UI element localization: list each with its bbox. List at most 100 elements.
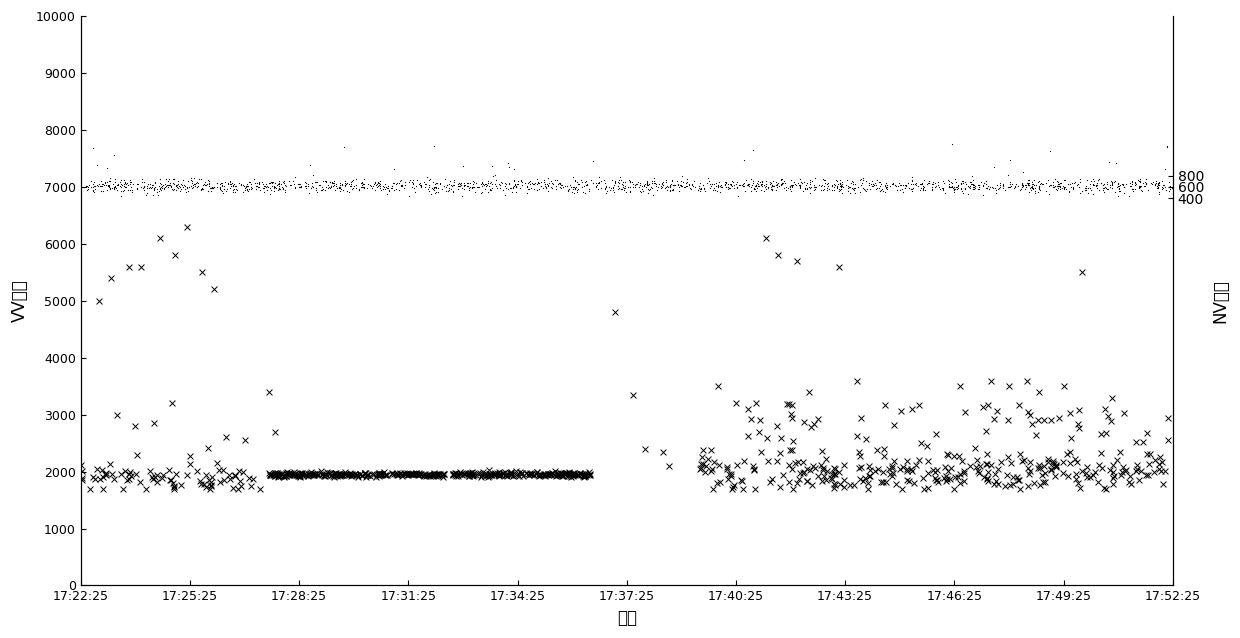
Point [968, 179, 988, 189]
Point [663, 180, 683, 190]
Point [662, 184, 682, 195]
Point [1153, 182, 1173, 193]
Point [1132, 186, 1152, 197]
Point [383, 178, 403, 188]
Point [166, 181, 186, 191]
Point [827, 182, 847, 193]
Point [1112, 467, 1132, 477]
Point [1127, 464, 1147, 474]
Point [780, 182, 800, 192]
X-axis label: 时间: 时间 [616, 609, 637, 627]
Point [1023, 181, 1043, 191]
Point [326, 470, 346, 480]
Point [329, 470, 348, 480]
Point [934, 473, 954, 483]
Point [882, 463, 901, 473]
Point [733, 181, 753, 191]
Point [559, 470, 579, 480]
Point [265, 182, 285, 192]
Point [978, 466, 998, 477]
Point [239, 472, 259, 482]
Point [415, 470, 435, 480]
Point [830, 466, 849, 477]
Point [365, 470, 384, 480]
Point [187, 182, 207, 192]
Point [746, 181, 766, 191]
Point [894, 181, 914, 191]
Point [219, 470, 239, 480]
Point [868, 175, 888, 185]
Point [492, 178, 512, 188]
Point [320, 468, 340, 478]
Point [913, 185, 932, 195]
Point [1147, 181, 1167, 191]
Point [237, 179, 257, 189]
Point [134, 182, 154, 192]
Point [528, 470, 548, 480]
Point [479, 471, 498, 481]
Point [207, 182, 227, 192]
Point [993, 181, 1013, 191]
Point [831, 478, 851, 489]
Point [543, 179, 563, 189]
Point [448, 471, 467, 481]
Point [174, 175, 193, 185]
Point [1028, 415, 1048, 425]
Point [215, 475, 234, 485]
Point [720, 469, 740, 479]
Point [332, 180, 352, 190]
Point [804, 419, 823, 429]
Point [629, 181, 649, 191]
Point [913, 182, 932, 193]
Point [477, 179, 497, 189]
Point [642, 178, 662, 188]
Point [1148, 464, 1168, 474]
Point [849, 447, 869, 457]
Point [1056, 449, 1076, 459]
Point [544, 175, 564, 185]
Point [688, 181, 708, 191]
Point [413, 470, 433, 480]
Point [981, 375, 1001, 385]
Point [223, 181, 243, 191]
Point [620, 186, 640, 196]
Point [201, 484, 221, 494]
Point [799, 182, 818, 192]
Point [830, 185, 849, 195]
Point [642, 176, 662, 186]
Point [180, 182, 200, 193]
Point [1132, 181, 1152, 191]
Point [486, 175, 506, 185]
Point [604, 187, 624, 197]
Point [401, 470, 420, 480]
Point [853, 173, 873, 183]
Point [392, 181, 412, 191]
Point [91, 176, 110, 186]
Point [120, 175, 140, 185]
Point [609, 183, 629, 193]
Point [141, 181, 161, 191]
Point [573, 187, 593, 197]
Point [587, 181, 606, 191]
Point [787, 478, 807, 489]
Point [641, 182, 661, 193]
Point [475, 471, 495, 481]
Point [702, 466, 722, 476]
Point [830, 184, 849, 194]
Point [1087, 182, 1107, 193]
Point [567, 186, 587, 197]
Point [682, 179, 702, 189]
Point [496, 183, 516, 193]
Point [133, 174, 153, 184]
Point [91, 186, 110, 197]
Point [290, 179, 310, 189]
Point [859, 471, 879, 481]
Point [940, 182, 960, 192]
Point [822, 185, 842, 195]
Point [260, 470, 280, 480]
Point [427, 177, 446, 188]
Point [918, 177, 937, 188]
Point [696, 468, 715, 478]
Point [355, 174, 374, 184]
Point [975, 177, 994, 188]
